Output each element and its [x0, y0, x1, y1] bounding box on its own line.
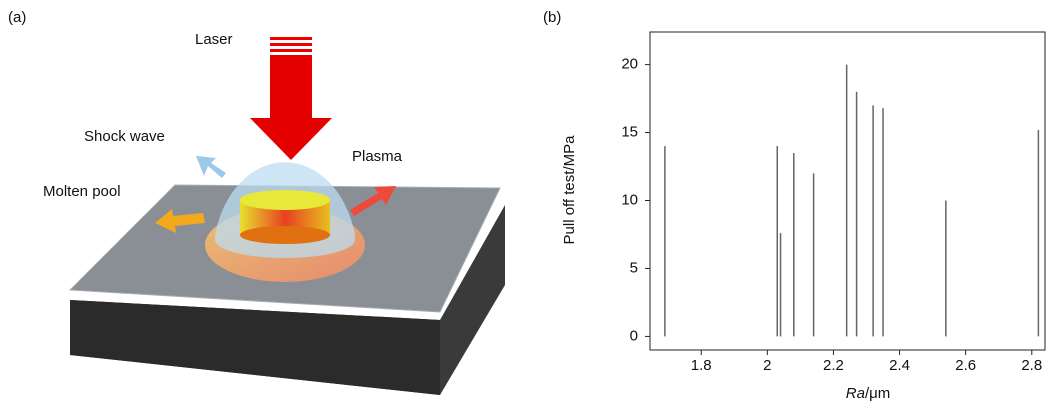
slab-front	[70, 300, 440, 395]
label: Laser	[195, 31, 233, 48]
x-tick-label: 2.4	[889, 357, 910, 374]
diagram: (a) Laser Shock wave Plasma Molten pool	[8, 9, 505, 395]
plot-frame	[649, 31, 1046, 351]
cylinder-top	[240, 190, 330, 210]
x-tick-label: 2	[763, 357, 771, 374]
y-tick-label: 5	[630, 259, 638, 276]
y-tick-label: 15	[621, 124, 638, 141]
shock-arrow	[196, 156, 226, 178]
x-axis-label: Ra/μm	[846, 385, 891, 402]
y-tick-label: 0	[630, 327, 638, 344]
cylinder-bottom	[240, 226, 330, 244]
label: Plasma	[352, 148, 403, 165]
panel-label: (a)	[8, 9, 26, 26]
x-tick-label: 1.8	[691, 357, 712, 374]
x-axis-label-unit: /μm	[865, 385, 890, 402]
x-tick-label: 2.8	[1021, 357, 1042, 374]
chart: (b) Ra/μm Pull off test/MPa 0 5 10 15 20 1.8 2…	[543, 9, 1046, 402]
x-axis-label-italic: Ra	[846, 385, 865, 402]
panel-label: (b)	[543, 9, 561, 26]
y-tick-label: 10	[621, 191, 638, 208]
label: Shock wave	[84, 128, 165, 145]
x-tick-label: 2.6	[955, 357, 976, 374]
x-tick-label: 2.2	[823, 357, 844, 374]
y-tick-label: 20	[621, 56, 638, 73]
pool-arrow	[155, 209, 205, 233]
laser-beam	[250, 37, 332, 160]
label: Molten pool	[43, 183, 121, 200]
plasma-arrow	[350, 186, 396, 216]
y-axis-label: Pull off test/MPa	[561, 135, 578, 245]
